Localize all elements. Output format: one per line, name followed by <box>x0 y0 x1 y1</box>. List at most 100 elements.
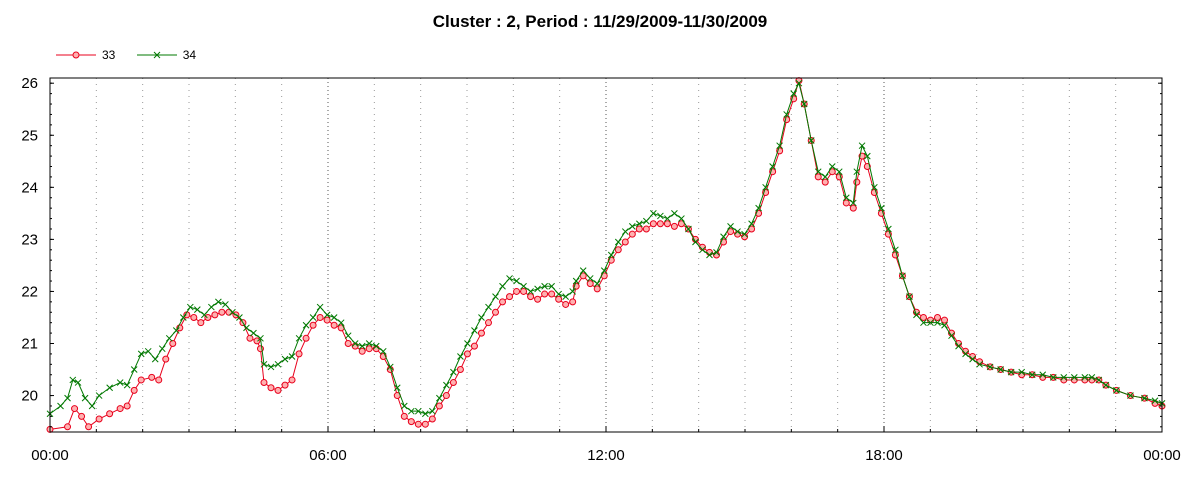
data-point <box>208 303 215 311</box>
data-point <box>116 405 124 413</box>
data-point <box>358 347 366 355</box>
data-point <box>492 308 500 316</box>
data-point <box>933 313 941 321</box>
data-point <box>267 384 275 392</box>
data-point <box>64 394 71 402</box>
data-point <box>414 407 422 415</box>
data-point <box>1088 373 1096 381</box>
data-point <box>436 394 443 402</box>
data-point <box>215 298 222 306</box>
data-point <box>130 386 138 394</box>
data-point <box>414 420 422 428</box>
data-point <box>95 392 103 399</box>
data-point <box>506 293 514 301</box>
data-point <box>899 272 906 280</box>
data-point <box>429 407 436 415</box>
data-point <box>790 90 798 97</box>
data-point <box>1039 371 1047 379</box>
axes: 20 21 22 23 24 25 26 00:00 06:00 12:00 18:00 00:00 <box>21 75 1180 464</box>
data-point <box>814 173 822 181</box>
data-point <box>477 329 485 337</box>
data-point <box>997 366 1004 373</box>
data-point <box>365 345 373 353</box>
data-point <box>527 293 535 301</box>
data-point <box>250 329 257 337</box>
data-point <box>155 376 163 384</box>
data-point <box>586 280 594 288</box>
data-point <box>650 209 657 217</box>
data-point <box>692 238 699 246</box>
data-point <box>1060 373 1068 381</box>
data-point <box>137 376 145 384</box>
data-point <box>222 301 229 308</box>
data-point <box>323 316 331 324</box>
series-layer <box>46 77 1166 433</box>
series-34 <box>46 79 1166 418</box>
data-point <box>853 178 861 186</box>
data-point <box>144 347 152 355</box>
legend-item-33: 33 <box>56 48 115 62</box>
data-point <box>186 303 194 311</box>
data-point <box>642 225 650 233</box>
data-point <box>821 178 829 186</box>
data-point <box>941 316 949 324</box>
data-point <box>116 379 124 386</box>
data-point <box>748 220 755 228</box>
data-point <box>513 277 520 285</box>
data-point <box>344 340 352 347</box>
data-point <box>236 314 243 321</box>
data-point <box>920 319 927 327</box>
data-point <box>657 212 664 220</box>
data-point <box>407 407 415 415</box>
data-point <box>906 293 913 301</box>
data-point <box>88 402 96 410</box>
data-point <box>484 319 492 327</box>
data-point <box>635 220 643 228</box>
data-point <box>274 386 282 394</box>
data-point <box>579 267 587 274</box>
y-tick-label: 21 <box>21 336 38 353</box>
data-point <box>165 334 173 342</box>
data-point <box>628 223 636 230</box>
data-point <box>218 308 226 316</box>
data-point <box>783 111 791 118</box>
data-point <box>85 423 93 431</box>
data-point <box>211 311 219 319</box>
data-point <box>878 204 885 212</box>
data-point <box>302 321 310 329</box>
data-point <box>934 319 941 327</box>
data-point <box>755 204 762 212</box>
data-point <box>849 204 857 212</box>
data-point <box>169 340 177 347</box>
data-point <box>541 290 549 298</box>
data-point <box>614 246 622 254</box>
data-point <box>365 340 373 347</box>
data-point <box>919 313 927 321</box>
data-point <box>316 313 324 321</box>
data-point <box>393 384 401 392</box>
data-point <box>720 233 727 241</box>
data-point <box>927 319 934 327</box>
data-point <box>151 355 159 363</box>
x-tick-label: 00:00 <box>1143 447 1181 464</box>
data-point <box>64 423 72 431</box>
data-point <box>600 267 608 274</box>
data-point <box>309 321 317 329</box>
data-point <box>74 379 82 386</box>
data-point <box>513 287 521 295</box>
data-point <box>671 209 678 217</box>
data-point <box>976 360 983 368</box>
data-point <box>858 142 866 150</box>
data-point <box>621 228 629 235</box>
data-point <box>337 319 345 327</box>
data-point <box>1018 368 1026 376</box>
data-point <box>642 217 650 225</box>
data-point <box>1095 376 1103 384</box>
data-point <box>281 355 289 363</box>
data-point <box>1127 392 1134 399</box>
x-tick-label: 18:00 <box>865 447 903 464</box>
data-point <box>800 100 808 108</box>
data-point <box>678 215 685 222</box>
data-point <box>295 350 303 358</box>
